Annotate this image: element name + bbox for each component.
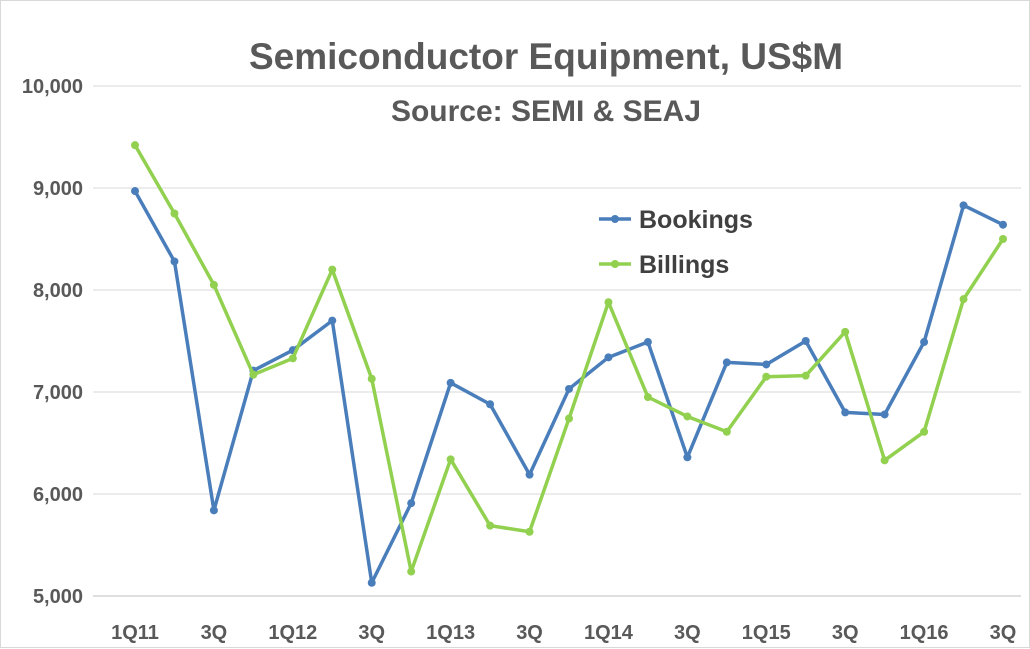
data-point [683, 412, 692, 421]
data-point [288, 354, 297, 363]
data-point [446, 378, 455, 387]
y-axis-tick-labels: 5,000 6,000 7,000 8,000 9,000 10,000 [22, 76, 83, 608]
series-billings [131, 141, 1007, 576]
data-point [486, 400, 495, 409]
data-point [801, 371, 810, 380]
y-tick-label: 5,000 [33, 586, 83, 608]
y-tick-label: 9,000 [33, 178, 83, 200]
data-point [565, 414, 573, 423]
data-point [407, 567, 416, 576]
x-tick-label: 3Q [358, 622, 385, 644]
x-tick-label: 3Q [674, 622, 701, 644]
data-point [643, 338, 652, 347]
y-tick-label: 6,000 [33, 484, 83, 506]
data-point [486, 521, 495, 530]
data-point [683, 453, 692, 462]
data-point [367, 578, 376, 587]
x-tick-label: 1Q16 [900, 622, 949, 644]
series-line [133, 144, 1005, 574]
data-point [920, 427, 929, 436]
data-point [131, 141, 139, 150]
data-point [328, 316, 337, 325]
x-tick-label: 3Q [832, 622, 859, 644]
data-point [604, 353, 613, 362]
data-point [841, 408, 850, 417]
data-point [801, 337, 810, 345]
data-point [209, 280, 218, 289]
data-point [525, 527, 534, 536]
data-point [722, 427, 731, 436]
chart-subtitle: Source: SEMI & SEAJ [391, 95, 701, 128]
data-point [565, 384, 573, 393]
y-tick-label: 10,000 [22, 76, 83, 98]
x-tick-label: 3Q [201, 622, 228, 644]
legend-item: Bookings [599, 206, 753, 234]
x-tick-label: 1Q11 [111, 622, 159, 644]
data-point [762, 372, 771, 381]
data-point [446, 455, 455, 464]
data-point [722, 358, 731, 367]
gridlines [93, 85, 1021, 495]
x-tick-label: 3Q [516, 622, 543, 644]
data-point [762, 360, 771, 369]
data-point [170, 209, 179, 218]
x-tick-label: 1Q12 [268, 622, 317, 644]
data-point [407, 499, 416, 508]
chart-title: Semiconductor Equipment, US$M [249, 36, 843, 77]
x-tick-label: 1Q14 [584, 622, 634, 644]
legend-label: Bookings [639, 206, 753, 234]
data-point [999, 235, 1007, 243]
series-bookings [131, 187, 1007, 587]
data-point [880, 456, 889, 465]
y-tick-label: 8,000 [33, 280, 83, 302]
y-tick-label: 7,000 [33, 382, 83, 404]
legend-item: Billings [599, 251, 729, 279]
data-point [209, 506, 218, 515]
x-tick-label: 3Q [990, 622, 1017, 644]
data-point [880, 410, 889, 419]
data-point [841, 327, 850, 336]
legend-swatch-marker [611, 215, 619, 223]
data-point [643, 393, 652, 402]
legend-label: Billings [639, 251, 729, 279]
data-point [999, 220, 1007, 229]
data-point [959, 201, 968, 210]
series-lines [131, 141, 1007, 587]
data-point [604, 298, 613, 307]
x-axis-tick-labels: 1Q11 3Q 1Q12 3Q 1Q13 3Q 1Q14 3Q 1Q15 3Q 1Q16 3Q [111, 622, 1016, 644]
data-point [131, 187, 139, 196]
data-point [328, 265, 337, 274]
data-point [959, 295, 968, 304]
data-point [525, 470, 534, 479]
data-point [249, 370, 258, 379]
data-point [367, 374, 376, 383]
x-tick-label: 1Q13 [426, 622, 475, 644]
x-tick-label: 1Q15 [742, 622, 791, 644]
legend: Bookings Billings [599, 206, 753, 279]
legend-swatch-marker [611, 260, 619, 268]
data-point [920, 338, 929, 347]
data-point [170, 257, 179, 266]
